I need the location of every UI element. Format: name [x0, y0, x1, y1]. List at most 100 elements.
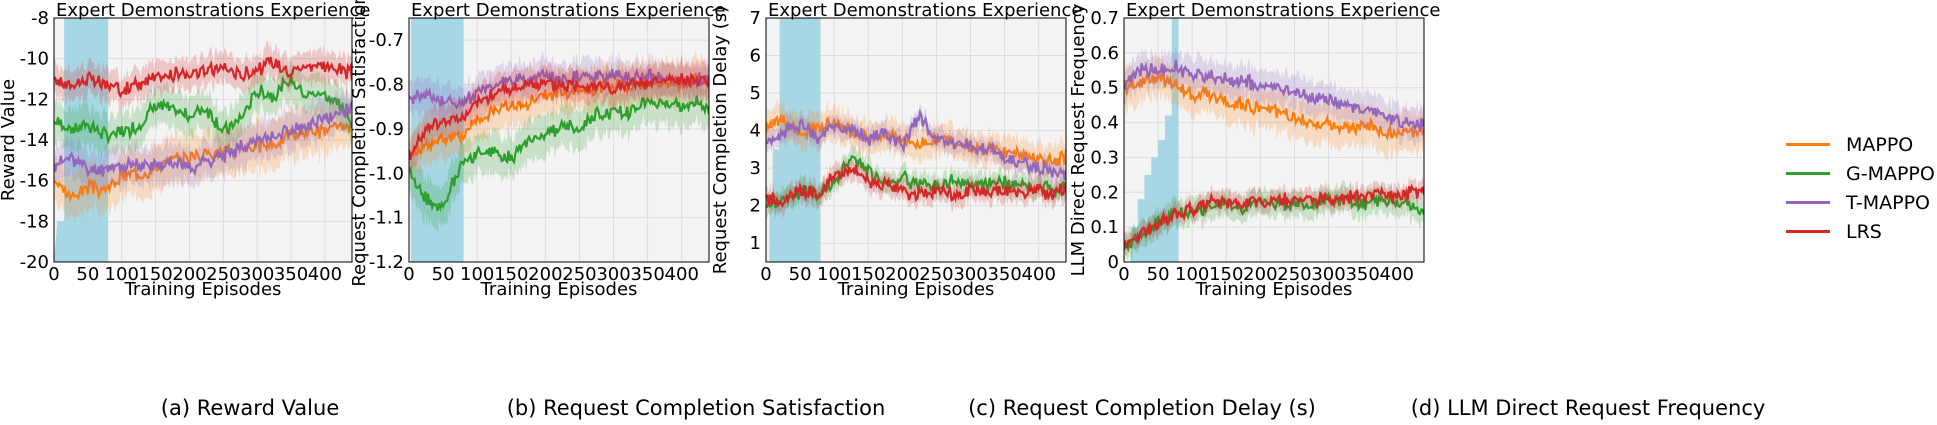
legend-item-t-mappo: T-MAPPO	[1786, 188, 1935, 217]
x-tick-label: 300	[240, 264, 274, 285]
x-tick-label: 50	[1147, 264, 1170, 285]
y-tick-label: 0.5	[1090, 78, 1119, 99]
chart-title: Expert Demonstrations Experience	[1126, 0, 1440, 21]
legend-label-t-mappo: T-MAPPO	[1846, 191, 1930, 214]
chart-title: Expert Demonstrations Experience	[56, 0, 370, 21]
chart-title: Expert Demonstrations Experience	[411, 0, 725, 21]
y-tick-label: 2	[750, 196, 761, 217]
y-axis-label: Request Completion Satisfaction	[349, 0, 370, 287]
y-tick-label: -1.0	[369, 163, 404, 184]
plot-frame	[53, 17, 353, 263]
caption-b: (b) Request Completion Satisfaction	[506, 396, 886, 420]
y-tick-label: 7	[750, 8, 761, 29]
x-tick-label: 0	[760, 264, 771, 285]
chart-panel-2: 0 50 100 150 200 250 300 350 400 -1.2 -1.1 -1.0 -0.9…	[349, 0, 725, 300]
x-tick-label: 250	[206, 264, 240, 285]
x-axis-label: Training Episodes	[1195, 279, 1353, 300]
series-band-lrs	[1124, 175, 1424, 257]
plot-frame	[1123, 17, 1425, 263]
y-tick-label: 1	[750, 233, 761, 254]
x-tick-label: 100	[460, 264, 494, 285]
series-line-t-mappo	[409, 67, 709, 110]
x-tick-label: 350	[1345, 264, 1379, 285]
expert-region	[409, 18, 464, 262]
series-line-mappo	[1124, 70, 1424, 142]
x-tick-label: 50	[789, 264, 812, 285]
legend-label-g-mappo: G-MAPPO	[1846, 162, 1935, 185]
legend-swatch-mappo	[1786, 143, 1830, 146]
y-tick-label: -0.9	[369, 119, 404, 140]
x-tick-label: 0	[48, 264, 59, 285]
x-tick-label: 400	[308, 264, 342, 285]
x-tick-label: 400	[1022, 264, 1056, 285]
x-tick-label: 50	[76, 264, 99, 285]
y-tick-label: 0.2	[1090, 182, 1119, 203]
x-tick-label: 300	[953, 264, 987, 285]
legend-item-g-mappo: G-MAPPO	[1786, 159, 1935, 188]
series-line-lrs	[1124, 183, 1424, 248]
series-band-t-mappo	[409, 50, 709, 126]
legend-label-lrs: LRS	[1846, 220, 1882, 243]
series-line-lrs	[409, 71, 709, 161]
x-tick-label: 100	[1175, 264, 1209, 285]
y-tick-label: -8	[31, 8, 49, 29]
plot-frame	[408, 17, 710, 263]
x-tick-label: 150	[494, 264, 528, 285]
series-band-mappo	[766, 98, 1066, 184]
legend: MAPPO G-MAPPO T-MAPPO LRS	[1786, 130, 1935, 246]
x-tick-label: 100	[105, 264, 139, 285]
x-tick-label: 100	[817, 264, 851, 285]
x-tick-label: 350	[987, 264, 1021, 285]
x-axis-label: Training Episodes	[480, 279, 638, 300]
series-band-t-mappo	[54, 83, 352, 196]
series-line-t-mappo	[766, 108, 1066, 181]
y-tick-label: -1.2	[369, 252, 404, 273]
y-tick-label: 0	[1108, 252, 1119, 273]
y-axis-label: Request Completion Delay (s)	[710, 6, 731, 274]
x-tick-label: 200	[1243, 264, 1277, 285]
x-axis-label: Training Episodes	[837, 279, 995, 300]
x-tick-label: 200	[528, 264, 562, 285]
series-line-g-mappo	[409, 95, 709, 213]
series-line-t-mappo	[54, 101, 352, 179]
y-tick-label: -20	[20, 252, 49, 273]
legend-swatch-t-mappo	[1786, 201, 1830, 204]
series-line-g-mappo	[766, 154, 1066, 209]
y-tick-label: 6	[750, 46, 761, 67]
series-line-mappo	[409, 72, 709, 158]
y-tick-label: 0.7	[1090, 8, 1119, 29]
chart-panel-3: 0 50 100 150 200 250 300 350 400 1 2 3 4 5 6 7 Training …	[710, 0, 1082, 300]
expert-region	[1124, 18, 1179, 262]
y-tick-label: -10	[20, 49, 49, 70]
y-tick-label: 3	[750, 158, 761, 179]
y-tick-label: 0.4	[1090, 113, 1119, 134]
x-tick-label: 150	[851, 264, 885, 285]
x-tick-label: 200	[885, 264, 919, 285]
legend-label-mappo: MAPPO	[1846, 133, 1914, 156]
y-tick-label: -1.1	[369, 208, 404, 229]
y-tick-label: 0.6	[1090, 43, 1119, 64]
x-tick-label: 150	[138, 264, 172, 285]
y-tick-label: -12	[20, 89, 49, 110]
x-tick-label: 0	[403, 264, 414, 285]
y-tick-label: -14	[20, 130, 49, 151]
y-tick-label: -18	[20, 211, 49, 232]
series-line-lrs	[766, 164, 1066, 208]
series-band-lrs	[766, 154, 1066, 219]
caption-c: (c) Request Completion Delay (s)	[968, 396, 1316, 420]
x-tick-label: 350	[274, 264, 308, 285]
y-tick-label: -0.8	[369, 75, 404, 96]
x-tick-label: 350	[630, 264, 664, 285]
series-line-g-mappo	[54, 73, 352, 146]
x-tick-label: 250	[919, 264, 953, 285]
y-tick-label: -16	[20, 171, 49, 192]
x-tick-label: 250	[562, 264, 596, 285]
y-tick-label: 0.3	[1090, 147, 1119, 168]
series-line-lrs	[54, 56, 352, 99]
chart-panel-4: 0 50 100 150 200 250 300 350 400 0 0.1 0.2 0.3 0.4 0.5…	[1068, 0, 1440, 300]
y-axis-label: LLM Direct Request Frequency	[1068, 3, 1089, 276]
series-band-t-mappo	[766, 102, 1066, 192]
x-axis-label: Training Episodes	[124, 279, 282, 300]
y-tick-label: 4	[750, 121, 761, 142]
